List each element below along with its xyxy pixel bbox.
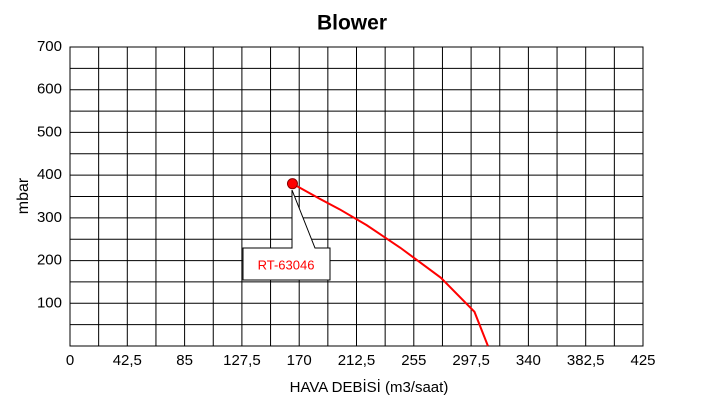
- y-tick-label: 400: [37, 166, 62, 183]
- chart-title: Blower: [317, 12, 387, 35]
- callout-box: [242, 189, 331, 281]
- y-tick-label: 500: [37, 123, 62, 140]
- x-tick-label: 255: [401, 352, 426, 369]
- y-tick-label: 100: [37, 294, 62, 311]
- x-tick-label: 127,5: [223, 352, 261, 369]
- series-line: [291, 182, 489, 347]
- y-tick-label: 700: [37, 38, 62, 55]
- x-tick-label: 212,5: [338, 352, 376, 369]
- x-tick-label: 340: [516, 352, 541, 369]
- y-axis-label: mbar: [15, 177, 32, 214]
- x-tick-label: 425: [630, 352, 655, 369]
- y-tick-label: 300: [37, 209, 62, 226]
- callout-label: RT-63046: [258, 257, 315, 272]
- x-tick-label: 0: [66, 352, 74, 369]
- x-axis-label: HAVA DEBİSİ (m3/saat): [290, 378, 449, 396]
- y-tick-label: 200: [37, 252, 62, 269]
- x-tick-label: 170: [287, 352, 312, 369]
- series-marker: [286, 178, 298, 190]
- y-tick-label: 600: [37, 81, 62, 98]
- x-tick-label: 85: [176, 352, 193, 369]
- x-tick-label: 297,5: [452, 352, 490, 369]
- plot-area: [69, 46, 644, 347]
- x-tick-label: 382,5: [567, 352, 605, 369]
- x-tick-label: 42,5: [113, 352, 142, 369]
